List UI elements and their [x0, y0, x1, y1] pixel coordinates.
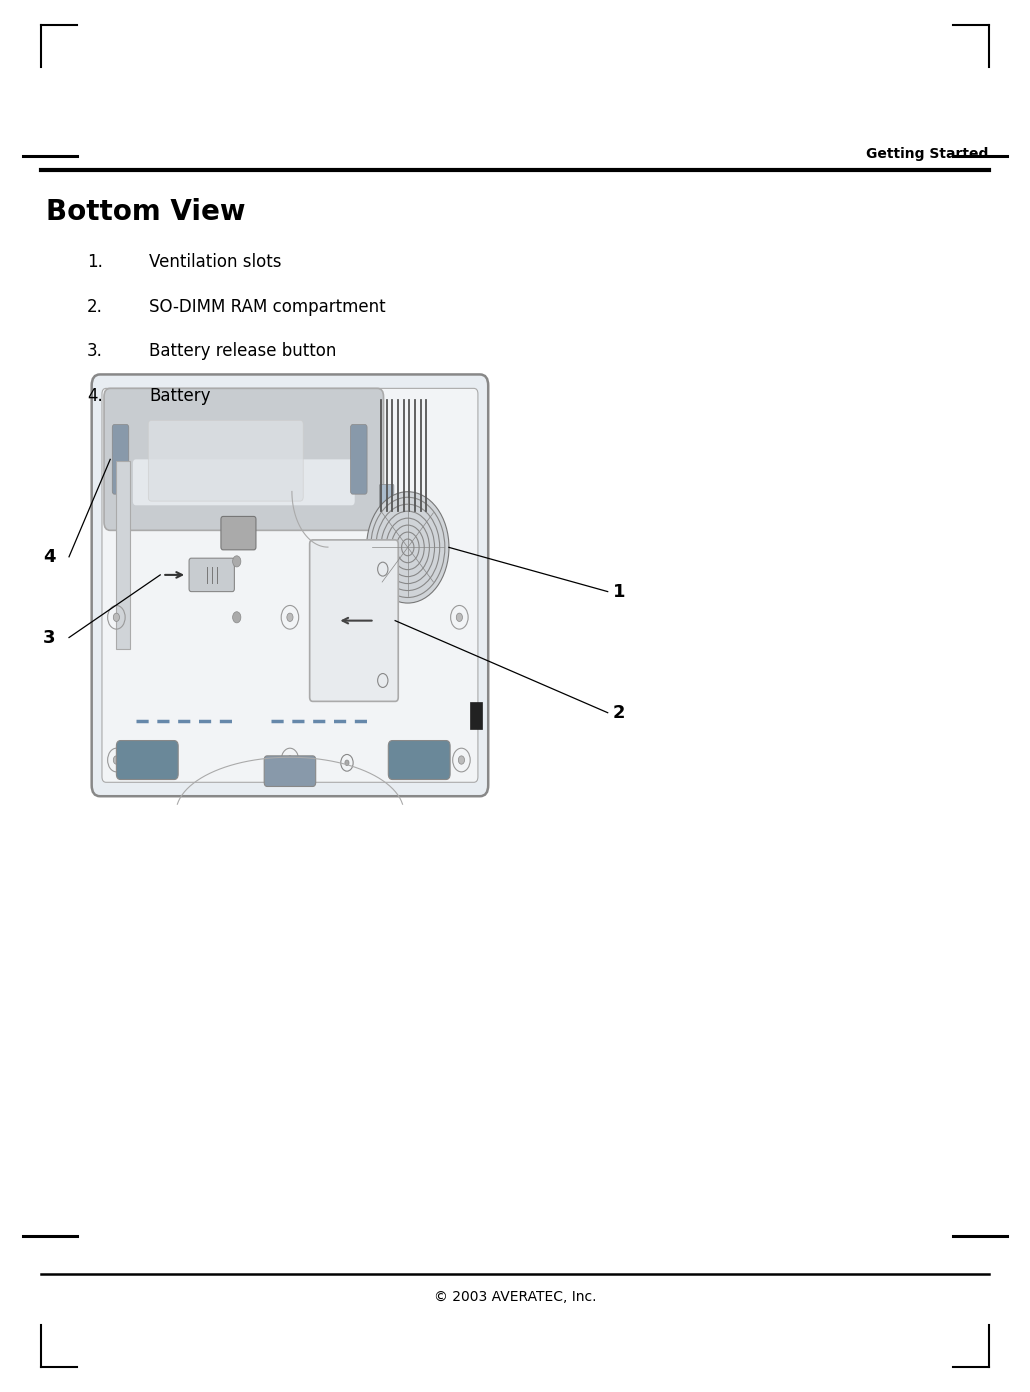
Text: Getting Started: Getting Started	[866, 148, 989, 161]
FancyBboxPatch shape	[264, 756, 315, 786]
Text: Battery: Battery	[149, 387, 211, 405]
FancyBboxPatch shape	[104, 388, 383, 530]
Text: SO-DIMM RAM compartment: SO-DIMM RAM compartment	[149, 298, 386, 316]
Text: 1: 1	[613, 583, 625, 600]
FancyBboxPatch shape	[220, 516, 255, 550]
Text: 2: 2	[613, 704, 625, 721]
Circle shape	[286, 756, 293, 764]
FancyBboxPatch shape	[378, 553, 394, 597]
Circle shape	[286, 612, 293, 621]
Text: 3: 3	[43, 629, 56, 646]
Bar	[470, 702, 482, 729]
Circle shape	[113, 612, 119, 621]
Text: 1.: 1.	[88, 253, 103, 271]
Circle shape	[458, 756, 465, 764]
Text: © 2003 AVERATEC, Inc.: © 2003 AVERATEC, Inc.	[434, 1290, 596, 1304]
FancyBboxPatch shape	[112, 425, 129, 494]
Text: Bottom View: Bottom View	[46, 198, 246, 226]
Text: 4: 4	[43, 548, 56, 565]
FancyBboxPatch shape	[350, 425, 367, 494]
Text: 2.: 2.	[88, 298, 103, 316]
Circle shape	[456, 612, 462, 621]
FancyBboxPatch shape	[133, 459, 354, 505]
Bar	[116, 462, 130, 649]
Circle shape	[367, 491, 449, 603]
Circle shape	[113, 756, 119, 764]
FancyBboxPatch shape	[190, 558, 235, 592]
FancyBboxPatch shape	[102, 388, 478, 782]
Text: 4.: 4.	[88, 387, 103, 405]
Circle shape	[233, 555, 241, 567]
Circle shape	[233, 611, 241, 622]
Text: Ventilation slots: Ventilation slots	[149, 253, 282, 271]
Text: 3.: 3.	[88, 342, 103, 361]
Text: Battery release button: Battery release button	[149, 342, 337, 361]
FancyBboxPatch shape	[310, 540, 399, 702]
FancyBboxPatch shape	[379, 484, 393, 509]
FancyBboxPatch shape	[148, 420, 303, 501]
Circle shape	[345, 760, 349, 766]
FancyBboxPatch shape	[92, 374, 488, 796]
FancyBboxPatch shape	[116, 741, 178, 780]
FancyBboxPatch shape	[388, 741, 450, 780]
